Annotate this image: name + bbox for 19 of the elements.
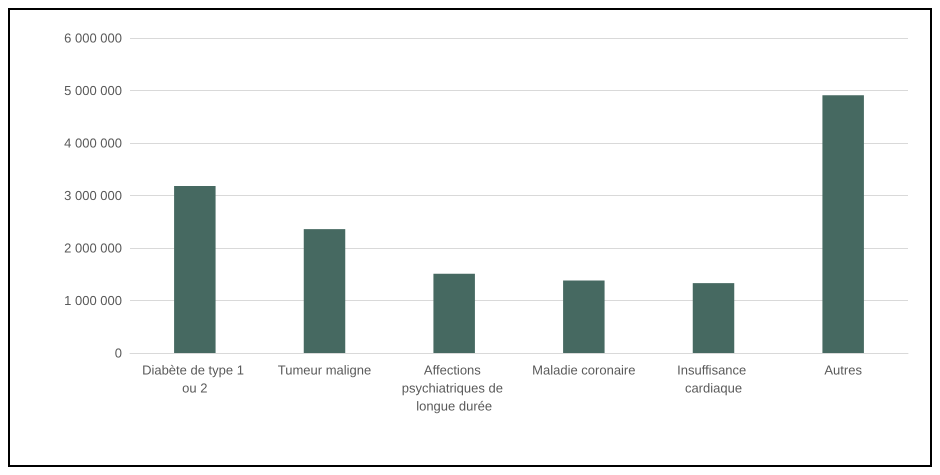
y-tick-label: 1 000 000 xyxy=(64,293,122,308)
bar xyxy=(433,274,475,353)
y-tick-label: 0 xyxy=(114,346,122,360)
y-tick-label: 2 000 000 xyxy=(64,240,122,256)
x-tick-label: Affections psychiatriques de longue durée xyxy=(402,362,507,414)
bar xyxy=(563,280,605,353)
x-tick-label: Diabète de type 1 ou 2 xyxy=(142,362,248,396)
bar xyxy=(692,283,734,353)
y-tick-label: 6 000 000 xyxy=(64,30,122,46)
bar xyxy=(174,186,216,353)
y-tick-label: 4 000 000 xyxy=(64,136,122,150)
x-tick-label: Insuffisance cardiaque xyxy=(677,362,750,396)
bar xyxy=(304,229,346,353)
y-tick-label: 3 000 000 xyxy=(64,188,122,203)
x-tick-label: Autres xyxy=(824,362,862,378)
x-tick-label: Tumeur maligne xyxy=(278,362,372,378)
x-tick-label: Maladie coronaire xyxy=(532,362,636,378)
y-tick-label: 5 000 000 xyxy=(64,83,122,98)
bar xyxy=(822,95,864,353)
